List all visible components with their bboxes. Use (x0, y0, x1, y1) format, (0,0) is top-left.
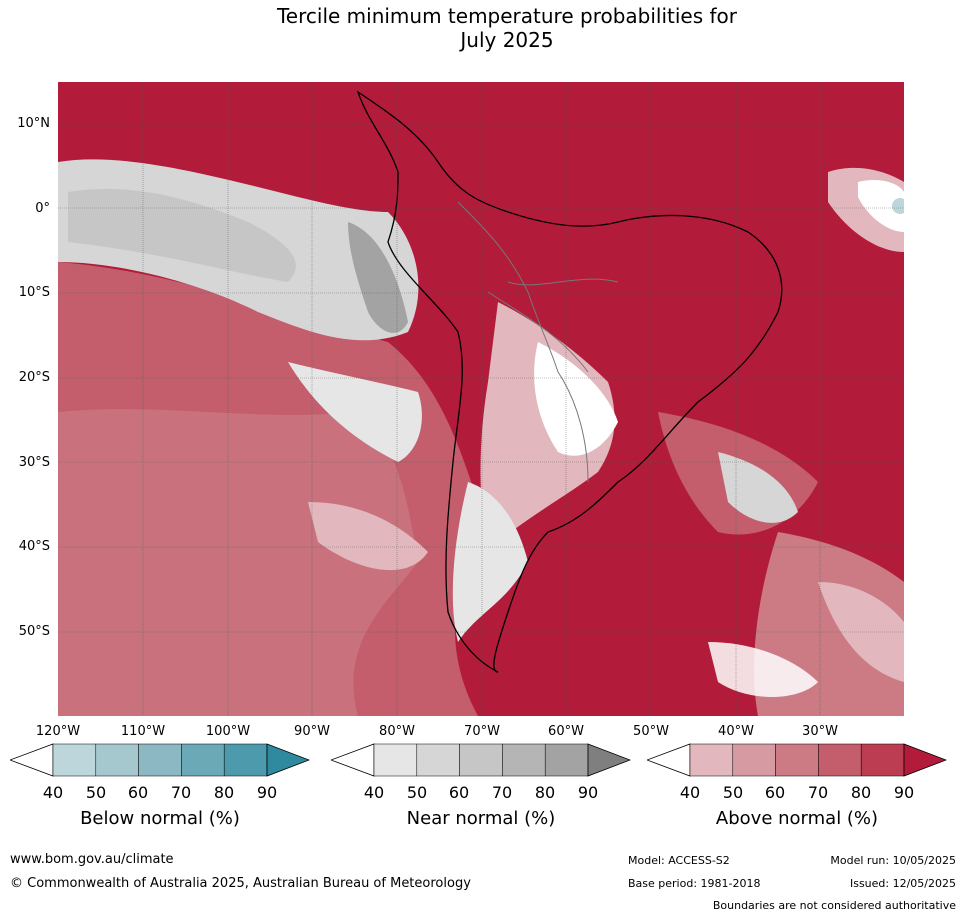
region-near-normal-argentina (452, 482, 528, 642)
lat-label-0: 0° (35, 201, 50, 216)
map-title: Tercile minimum temperature probabilitie… (0, 4, 965, 52)
region-near-normal-south-pacific (288, 362, 422, 462)
region-near-normal-peru-coast (348, 222, 408, 333)
colorbar-swatch-under (8, 743, 54, 777)
cbar-tick: 50 (85, 783, 107, 802)
region-near-normal-southern-ocean (708, 642, 818, 697)
colorbar-swatch (860, 743, 905, 777)
lat-label-10s: 10°S (18, 285, 50, 300)
lat-label-40s: 40°S (18, 539, 50, 554)
colorbar-swatch (95, 743, 139, 777)
lon-label-40w: 40°W (718, 724, 754, 739)
colorbar-swatch (818, 743, 862, 777)
footer-disclaimer: Boundaries are not considered authoritat… (712, 899, 956, 912)
lon-label-100w: 100°W (205, 724, 251, 739)
footer-issued: Issued: 12/05/2025 (849, 877, 956, 890)
colorbar-swatch (459, 743, 503, 777)
colorbar-swatch-under (645, 743, 691, 777)
cbar-tick: 80 (850, 783, 872, 802)
cbar-tick: 60 (764, 783, 786, 802)
footer-website-link[interactable]: www.bom.gov.au/climate (10, 852, 174, 867)
lat-label-10n: 10°N (17, 116, 50, 131)
lon-label-50w: 50°W (633, 724, 669, 739)
cbar-tick: 40 (679, 783, 701, 802)
colorbar-swatch-over (587, 743, 632, 777)
cbar-tick: 40 (363, 783, 385, 802)
region-near-normal-south-atlantic (718, 452, 798, 523)
lon-label-60w: 60°W (548, 724, 584, 739)
cbar-tick: 50 (722, 783, 744, 802)
colorbar-swatch-under (329, 743, 375, 777)
region-light-red-south-pacific (308, 502, 428, 571)
colorbar-swatch (223, 743, 268, 777)
cbar-tick: 50 (406, 783, 428, 802)
lon-label-70w: 70°W (464, 724, 500, 739)
colorbar-swatch (732, 743, 776, 777)
colorbar-near-normal-swatches (329, 743, 632, 777)
cbar-tick: 40 (42, 783, 64, 802)
cbar-tick: 70 (807, 783, 829, 802)
lat-label-50s: 50°S (18, 624, 50, 639)
region-near-normal-pacific-core (68, 188, 296, 282)
colorbar-swatch (416, 743, 460, 777)
colorbar-above-normal-label: Above normal (%) (715, 808, 879, 829)
colorbar-swatch (544, 743, 589, 777)
colorbar-below-normal-swatches (8, 743, 311, 777)
region-near-normal-east-atlantic (858, 180, 904, 232)
colorbar-near-normal (329, 742, 632, 782)
cbar-tick: 90 (577, 783, 599, 802)
south-america-coastline (356, 90, 783, 673)
cbar-tick: 70 (170, 783, 192, 802)
map-title-line1: Tercile minimum temperature probabilitie… (276, 4, 738, 28)
colorbar-above-normal (645, 742, 948, 782)
lat-label-20s: 20°S (18, 370, 50, 385)
footer-model: Model: ACCESS-S2 (628, 854, 730, 867)
cbar-tick: 90 (256, 783, 278, 802)
colorbar-near-normal-label: Near normal (%) (406, 808, 556, 829)
map-canvas (58, 82, 904, 716)
cbar-tick: 60 (448, 783, 470, 802)
lon-label-110w: 110°W (120, 724, 166, 739)
lat-label-30s: 30°S (18, 455, 50, 470)
cbar-tick: 60 (127, 783, 149, 802)
colorbar-swatch (373, 743, 418, 777)
colorbar-below-normal (8, 742, 311, 782)
map-gridlines (58, 82, 904, 716)
region-south-pacific-inner (58, 409, 418, 716)
lon-label-120w: 120°W (35, 724, 81, 739)
colorbar-above-normal-swatches (645, 743, 948, 777)
colorbar-swatch (181, 743, 225, 777)
cbar-tick: 80 (534, 783, 556, 802)
colorbar-swatch (502, 743, 546, 777)
footer-base-period: Base period: 1981-2018 (628, 877, 761, 890)
colorbar-swatch (52, 743, 97, 777)
probability-map (58, 82, 904, 716)
map-title-line2: July 2025 (460, 28, 554, 52)
colorbar-swatch-over (903, 743, 948, 777)
colorbar-below-normal-label: Below normal (%) (80, 808, 240, 829)
footer-copyright: © Commonwealth of Australia 2025, Austra… (10, 876, 471, 891)
colorbar-swatch (775, 743, 819, 777)
cbar-tick: 70 (491, 783, 513, 802)
colorbar-swatch (138, 743, 182, 777)
colorbar-swatch (689, 743, 734, 777)
region-near-normal-paraguay (534, 342, 618, 456)
cbar-tick: 80 (213, 783, 235, 802)
colorbar-swatch-over (266, 743, 311, 777)
lon-label-90w: 90°W (294, 724, 330, 739)
footer-model-run: Model run: 10/05/2025 (830, 854, 956, 867)
country-boundaries (457, 201, 619, 483)
region-below-normal-east-atlantic (892, 198, 904, 214)
lon-label-30w: 30°W (802, 724, 838, 739)
lon-label-80w: 80°W (379, 724, 415, 739)
cbar-tick: 90 (893, 783, 915, 802)
